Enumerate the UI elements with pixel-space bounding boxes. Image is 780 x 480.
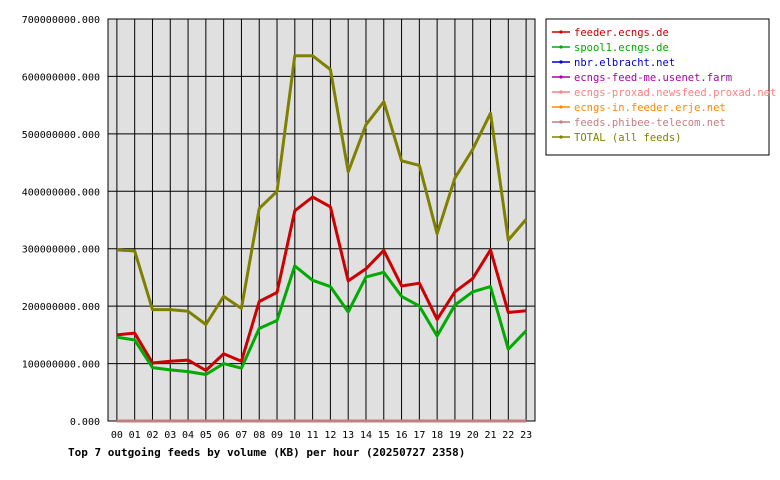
legend-label: feeds.phibee-telecom.net [574,117,726,129]
y-tick-label: 100000000.000 [22,360,100,371]
y-tick-label: 300000000.000 [22,245,100,256]
y-tick-label: 500000000.000 [22,130,100,141]
x-tick-label: 20 [467,430,479,441]
x-tick-label: 02 [146,430,158,441]
legend-marker [559,60,563,64]
legend-marker [559,30,563,34]
plot-background [108,19,535,421]
series-line-spool1-ecngs-de [116,264,528,376]
x-tick-label: 23 [520,430,532,441]
x-tick-label: 10 [289,430,301,441]
chart-title: Top 7 outgoing feeds by volume (KB) per … [68,446,465,459]
legend-marker [559,90,563,94]
x-tick-label: 16 [396,430,408,441]
x-tick-label: 18 [431,430,443,441]
x-tick-label: 15 [378,430,390,441]
x-tick-label: 19 [449,430,461,441]
y-tick-label: 200000000.000 [22,302,100,313]
legend-marker [559,135,563,139]
x-tick-label: 21 [484,430,496,441]
grid [107,18,536,422]
series-line-feeder-ecngs-de [116,195,527,372]
legend-box [545,18,770,156]
x-tick-label: 04 [182,430,194,441]
legend-marker [559,105,563,109]
legend-label: TOTAL (all feeds) [574,132,681,144]
y-tick-label: 700000000.000 [22,15,100,26]
legend-label: nbr.elbracht.net [574,57,675,69]
legend-label: spool1.ecngs.de [574,42,669,54]
x-tick-label: 06 [218,430,230,441]
legend-label: ecngs-proxad.newsfeed.proxad.net [574,87,776,99]
x-tick-label: 09 [271,430,283,441]
legend-marker [559,45,563,49]
x-tick-label: 08 [253,430,265,441]
y-tick-label: 600000000.000 [22,72,100,83]
x-tick-label: 07 [235,430,247,441]
plot-area [108,19,535,421]
y-tick-label: 0.000 [70,417,100,428]
x-tick-label: 17 [413,430,425,441]
legend-marker [559,120,563,124]
x-tick-label: 13 [342,430,354,441]
x-tick-label: 14 [360,430,372,441]
series-line-total-all-feeds- [116,54,528,326]
y-tick-label: 400000000.000 [22,187,100,198]
x-tick-label: 05 [200,430,212,441]
x-tick-label: 00 [111,430,123,441]
legend: feeder.ecngs.de spool1.ecngs.de nbr.elbrac… [545,18,776,156]
x-tick-label: 01 [129,430,141,441]
legend-label: ecngs-feed-me.usenet.farm [574,72,732,84]
x-tick-label: 22 [502,430,514,441]
x-tick-label: 11 [307,430,319,441]
series-lines [116,54,528,423]
legend-label: feeder.ecngs.de [574,27,669,39]
legend-marker [559,75,563,79]
axes: 0.000 100000000.000 200000000.000 300000000… [22,15,532,441]
x-tick-label: 03 [164,430,176,441]
legend-label: ecngs-in.feeder.erje.net [574,102,726,114]
x-tick-label: 12 [324,430,336,441]
